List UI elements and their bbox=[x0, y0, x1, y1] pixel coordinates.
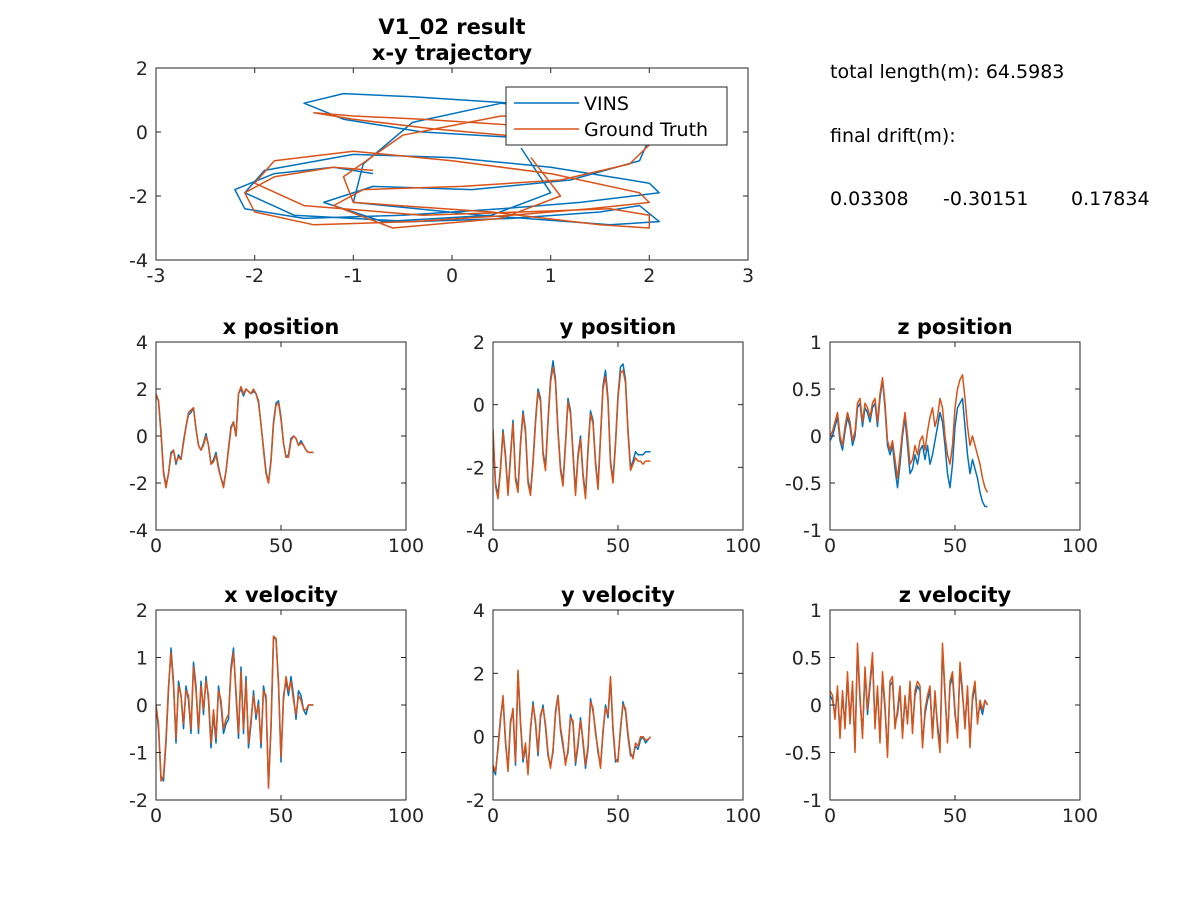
series-line-ground-truth bbox=[493, 366, 651, 500]
x-tick-label: 0 bbox=[824, 805, 836, 827]
plot-background bbox=[156, 610, 406, 800]
y-tick-label: 2 bbox=[136, 379, 148, 401]
y-tick-label: 0.5 bbox=[792, 648, 822, 670]
x-tick-label: 50 bbox=[943, 535, 967, 557]
chart-title-line: x-y trajectory bbox=[372, 41, 533, 65]
y-tick-label: -2 bbox=[129, 473, 148, 495]
x-tick-label: -2 bbox=[245, 265, 264, 287]
y-tick-label: 2 bbox=[136, 58, 148, 80]
y-tick-label: -0.5 bbox=[785, 473, 822, 495]
x-tick-label: 0 bbox=[487, 535, 499, 557]
x-tick-label: 0 bbox=[446, 265, 458, 287]
x-tick-label: 50 bbox=[606, 535, 630, 557]
drift-x-value: 0.03308 bbox=[830, 188, 909, 210]
plot-background bbox=[493, 342, 743, 530]
drift-y-value: -0.30151 bbox=[943, 188, 1029, 210]
y-tick-label: 0 bbox=[473, 727, 485, 749]
y-tick-label: -2 bbox=[129, 790, 148, 812]
y-tick-label: 0 bbox=[136, 695, 148, 717]
y-tick-label: 0 bbox=[136, 122, 148, 144]
chart-title: z velocity bbox=[899, 583, 1012, 607]
legend-label: Ground Truth bbox=[584, 119, 708, 141]
series-line-ground-truth bbox=[830, 642, 989, 759]
drift-z-value: 0.17834 bbox=[1071, 188, 1150, 210]
x-tick-label: 1 bbox=[545, 265, 557, 287]
x-tick-label: 0 bbox=[150, 535, 162, 557]
x-tick-label: 0 bbox=[824, 535, 836, 557]
y-tick-label: 2 bbox=[473, 663, 485, 685]
y-tick-label: -2 bbox=[466, 457, 485, 479]
x-tick-label: 100 bbox=[1062, 805, 1098, 827]
plot-background bbox=[156, 342, 406, 530]
y-tick-label: 2 bbox=[473, 332, 485, 354]
y-tick-label: 0 bbox=[473, 395, 485, 417]
series-line-ground-truth bbox=[156, 385, 314, 489]
chart-title: x velocity bbox=[224, 583, 338, 607]
chart-title: x position bbox=[223, 315, 340, 339]
y-tick-label: -1 bbox=[129, 743, 148, 765]
x-tick-label: 100 bbox=[725, 805, 761, 827]
y-tick-label: -2 bbox=[129, 186, 148, 208]
y-tick-label: -1 bbox=[803, 520, 822, 542]
plot-background bbox=[493, 610, 743, 800]
x-tick-label: 100 bbox=[388, 805, 424, 827]
y-tick-label: -4 bbox=[129, 520, 148, 542]
x-tick-label: 0 bbox=[487, 805, 499, 827]
x-tick-label: 50 bbox=[943, 805, 967, 827]
final-drift-label: final drift(m): bbox=[830, 125, 956, 147]
y-tick-label: 2 bbox=[136, 600, 148, 622]
x-tick-label: -1 bbox=[344, 265, 363, 287]
y-tick-label: -2 bbox=[466, 790, 485, 812]
chart-title: y velocity bbox=[561, 583, 675, 607]
series-line-ground-truth bbox=[156, 635, 314, 789]
y-tick-label: 1 bbox=[810, 332, 822, 354]
y-tick-label: 0 bbox=[810, 695, 822, 717]
axes-xpos: 0 50 100 -4 -2 0 2 4 x position bbox=[129, 315, 424, 557]
x-tick-label: 50 bbox=[269, 535, 293, 557]
legend-label: VINS bbox=[584, 93, 629, 115]
series-line-ground-truth bbox=[830, 374, 989, 493]
x-tick-label: -3 bbox=[147, 265, 166, 287]
y-tick-label: 1 bbox=[136, 648, 148, 670]
y-tick-label: 4 bbox=[136, 332, 148, 354]
y-tick-label: -1 bbox=[803, 790, 822, 812]
x-tick-label: 100 bbox=[725, 535, 761, 557]
total-length-text: total length(m): 64.5983 bbox=[830, 61, 1065, 83]
chart-title: y position bbox=[560, 315, 677, 339]
x-tick-label: 2 bbox=[643, 265, 655, 287]
chart-title: z position bbox=[897, 315, 1012, 339]
legend: VINS Ground Truth bbox=[505, 86, 728, 146]
x-tick-label: 100 bbox=[1062, 535, 1098, 557]
y-tick-label: 0 bbox=[810, 426, 822, 448]
x-tick-label: 0 bbox=[150, 805, 162, 827]
axes-zvel: 0 50 100 -1 -0.5 0 0.5 1 z velocity bbox=[785, 583, 1098, 827]
y-tick-label: 1 bbox=[810, 600, 822, 622]
axes-xvel: 0 50 100 -2 -1 0 1 2 x velocity bbox=[129, 583, 424, 827]
x-tick-label: 50 bbox=[269, 805, 293, 827]
axes-ypos: 0 50 100 -4 -2 0 2 y position bbox=[466, 315, 761, 557]
legend-box bbox=[505, 86, 728, 146]
series-line-ground-truth bbox=[244, 112, 651, 229]
y-tick-label: 0 bbox=[136, 426, 148, 448]
chart-title-line: V1_02 result bbox=[378, 15, 525, 39]
y-tick-label: -0.5 bbox=[785, 743, 822, 765]
y-tick-label: -4 bbox=[129, 250, 148, 272]
x-tick-label: 3 bbox=[742, 265, 754, 287]
x-tick-label: 50 bbox=[606, 805, 630, 827]
y-tick-label: 0.5 bbox=[792, 379, 822, 401]
y-tick-label: -4 bbox=[466, 520, 485, 542]
x-tick-label: 100 bbox=[388, 535, 424, 557]
series-line-ground-truth bbox=[493, 669, 652, 776]
axes-zpos: 0 50 100 -1 -0.5 0 0.5 1 z position bbox=[785, 315, 1098, 557]
y-tick-label: 4 bbox=[473, 600, 485, 622]
